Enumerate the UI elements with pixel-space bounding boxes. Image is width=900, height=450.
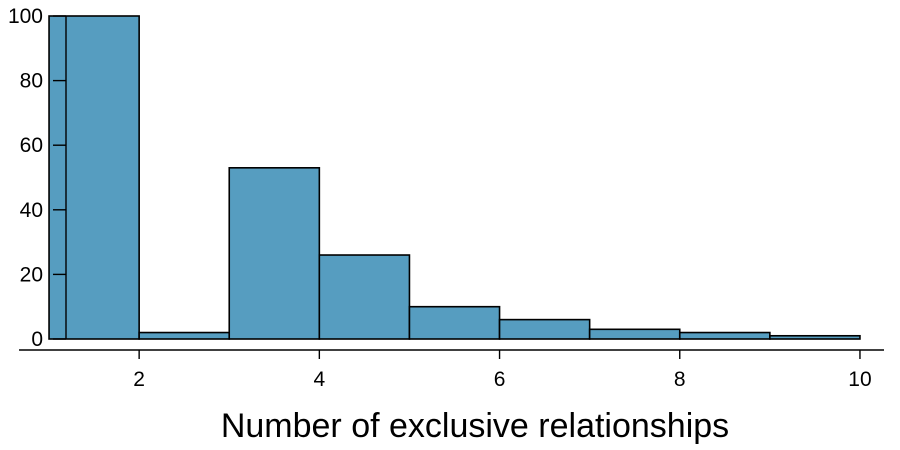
histogram-bar-6	[498, 318, 591, 340]
histogram-bar-9	[769, 334, 861, 340]
y-tick-label: 80	[20, 70, 43, 93]
histogram-bar-8	[678, 331, 771, 340]
histogram-bar-4	[318, 254, 411, 340]
bars-group	[48, 15, 861, 340]
histogram-bar-5	[408, 305, 501, 340]
histogram-bar-3	[228, 167, 321, 340]
x-tick-label: 6	[494, 368, 506, 391]
x-tick-label: 8	[674, 368, 686, 391]
x-tick-label: 2	[133, 368, 145, 391]
histogram-bar-7	[588, 328, 681, 340]
y-tick-label: 100	[8, 5, 43, 28]
y-tick-label: 40	[20, 199, 43, 222]
y-tick-label: 0	[31, 328, 43, 351]
x-tick-label: 10	[848, 368, 871, 391]
x-axis-title: Number of exclusive relationships	[221, 407, 729, 445]
y-tick-label: 60	[20, 134, 43, 157]
y-tick-label: 20	[20, 263, 43, 286]
y-axis: 0 20 40 60 80 100	[8, 5, 67, 351]
histogram-bar-1	[48, 15, 140, 340]
histogram-bar-2	[138, 331, 231, 340]
x-tick-label: 4	[314, 368, 326, 391]
x-axis: 2 4 6 8 10	[19, 349, 884, 391]
